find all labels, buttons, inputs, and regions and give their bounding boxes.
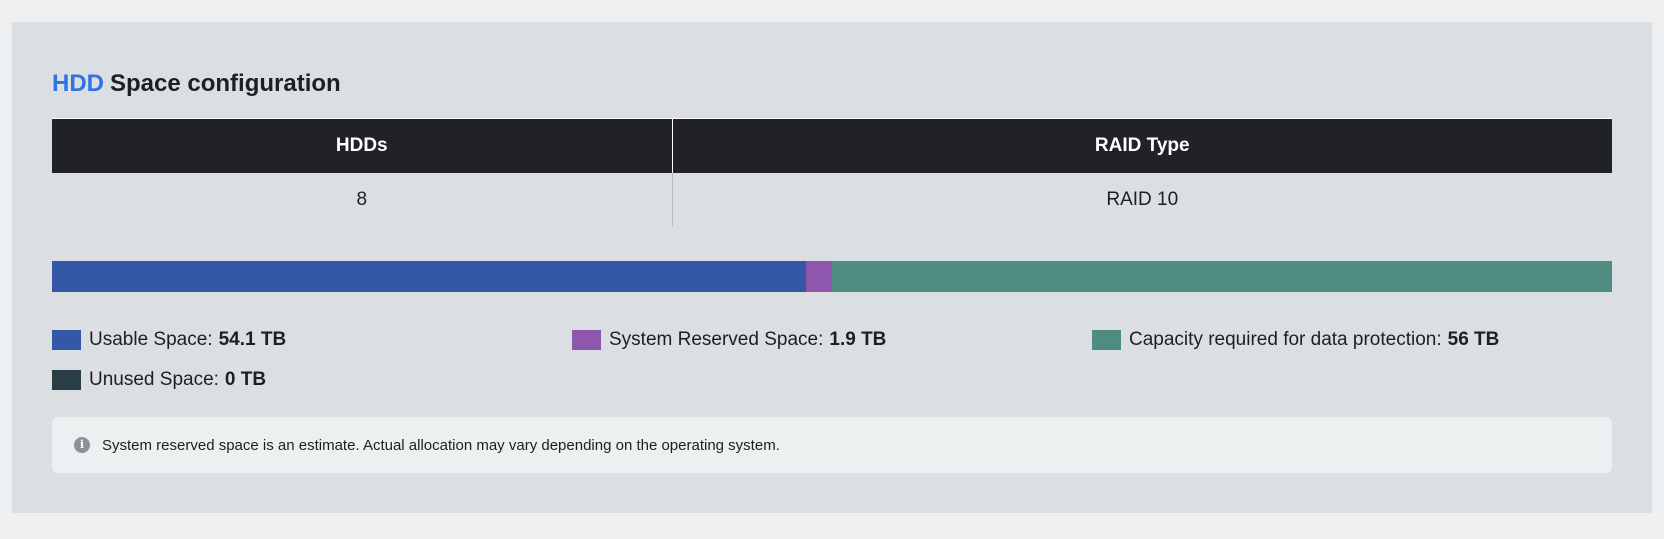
- legend-swatch-unused: [52, 370, 81, 390]
- capacity-bar-segment-0: [52, 261, 806, 292]
- legend-value-system-reserved: 1.9 TB: [829, 329, 887, 350]
- section-title-accent: HDD: [52, 70, 104, 97]
- hdd-count-cell: 8: [356, 189, 368, 210]
- legend-item-data-protection: Capacity required for data protection: 5…: [1092, 328, 1499, 352]
- table-row: 8 RAID 10: [52, 173, 1612, 227]
- legend-label-unused: Unused Space:: [89, 369, 219, 390]
- legend-swatch-usable: [52, 330, 81, 350]
- legend-item-system-reserved: System Reserved Space: 1.9 TB: [572, 328, 886, 352]
- legend-value-usable: 54.1 TB: [218, 329, 287, 350]
- hdd-spec-table: HDDs RAID Type 8 RAID 10: [52, 118, 1612, 227]
- table-header-row: HDDs RAID Type: [52, 118, 1612, 173]
- capacity-bar-segment-2: [831, 261, 1612, 292]
- legend-item-unused-space: Unused Space: 0 TB: [52, 368, 266, 392]
- legend-value-unused: 0 TB: [224, 369, 267, 390]
- legend-swatch-data-protection: [1092, 330, 1121, 350]
- info-notice: i System reserved space is an estimate. …: [52, 417, 1612, 473]
- legend-value-data-protection: 56 TB: [1447, 329, 1500, 350]
- capacity-bar-segment-1: [805, 261, 832, 292]
- hdd-space-configuration-panel: HDD Space configuration HDDs RAID Type 8 …: [12, 22, 1652, 513]
- legend-item-usable-space: Usable Space: 54.1 TB: [52, 328, 286, 352]
- legend-label-data-protection: Capacity required for data protection:: [1129, 329, 1442, 350]
- section-title-text: Space configuration: [110, 70, 341, 97]
- info-icon: i: [74, 437, 90, 453]
- legend-swatch-system-reserved: [572, 330, 601, 350]
- capacity-bar: [52, 261, 1612, 292]
- raid-type-cell: RAID 10: [671, 173, 1612, 227]
- legend-label-system-reserved: System Reserved Space:: [609, 329, 824, 350]
- capacity-legend: Usable Space: 54.1 TB System Reserved Sp…: [52, 328, 1612, 412]
- legend-label-usable: Usable Space:: [89, 329, 213, 350]
- section-title: HDD Space configuration: [52, 66, 341, 102]
- column-header-hdds: HDDs: [52, 118, 672, 173]
- info-notice-text: System reserved space is an estimate. Ac…: [102, 436, 780, 454]
- column-header-raid-type: RAID Type: [671, 118, 1612, 173]
